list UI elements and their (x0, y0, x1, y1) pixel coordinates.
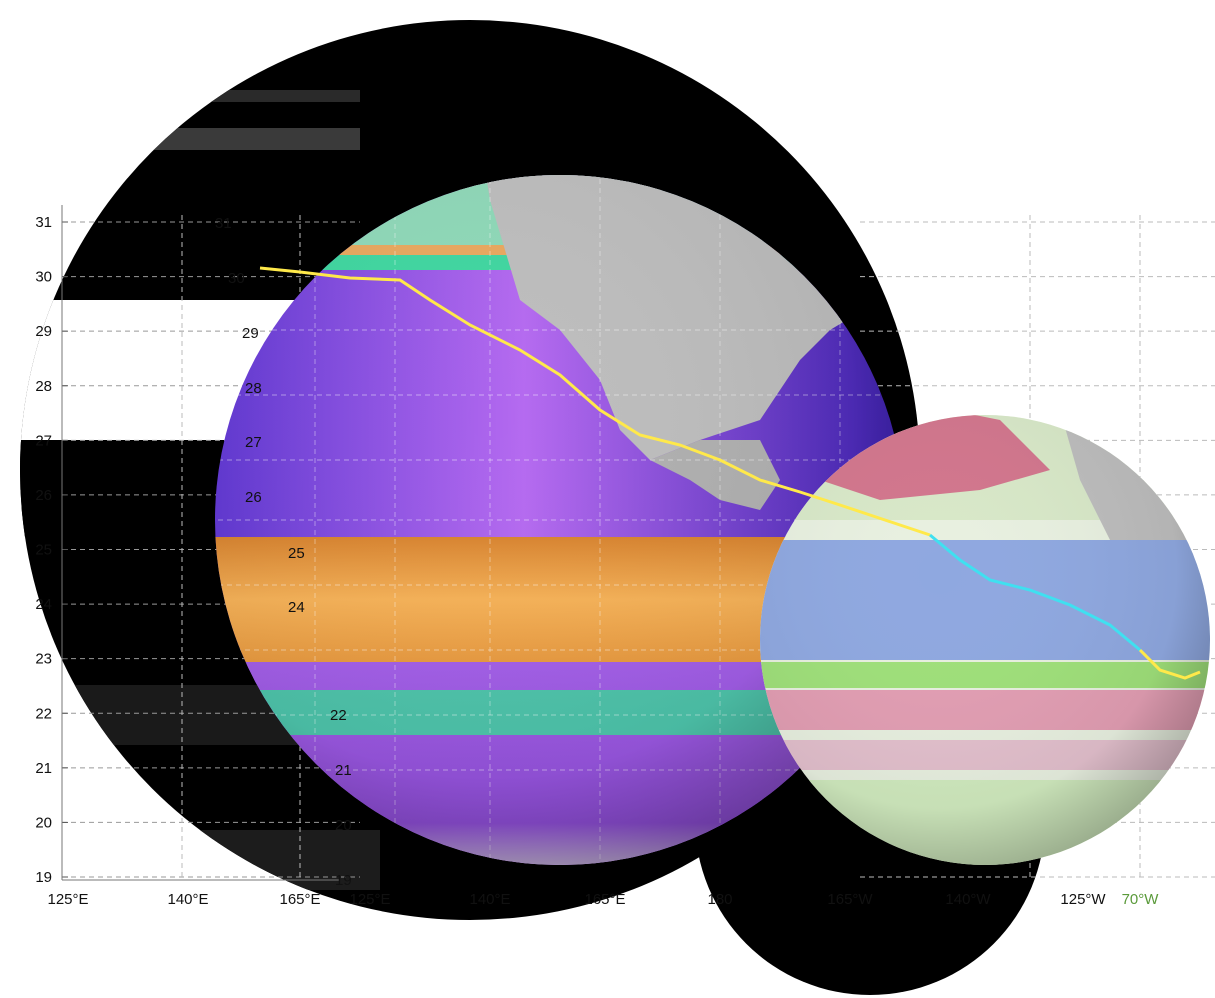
y-tick-label: 21 (35, 760, 52, 777)
yellow-track-tail (1138, 648, 1201, 680)
inner-y-tick-label: 25 (288, 545, 305, 562)
inner-y-tick-label: 30 (228, 270, 245, 287)
x-tick-label: 125°E (349, 891, 390, 908)
y-tick-label: 29 (35, 323, 52, 340)
x-tick-label: 125°W (1060, 891, 1106, 908)
y-tick-label: 20 (35, 814, 52, 831)
x-tick-label: 165°E (279, 891, 320, 908)
x-tick-label: 70°W (1122, 891, 1160, 908)
y-tick-label: 28 (35, 378, 52, 395)
left-y-axis: 19 20 21 22 23 24 25 26 27 28 29 30 31 (35, 214, 68, 886)
small-globe (760, 415, 1210, 865)
x-tick-label: 180 (707, 891, 732, 908)
inner-y-tick-label: 22 (330, 707, 347, 724)
x-tick-label: 140°W (945, 891, 991, 908)
y-tick-label: 26 (35, 487, 52, 504)
inner-y-tick-label: 27 (245, 434, 262, 451)
y-tick-label: 24 (35, 596, 52, 613)
inner-y-tick-label: 26 (245, 489, 262, 506)
x-tick-label: 140°E (167, 891, 208, 908)
inner-y-tick-label: 31 (215, 215, 232, 232)
cyan-track-line (929, 533, 1141, 652)
x-tick-label: 125°E (47, 891, 88, 908)
yellow-track-line (259, 266, 931, 537)
left-grid (62, 215, 360, 880)
inner-y-tick-label: 20 (335, 817, 352, 834)
y-tick-label: 30 (35, 269, 52, 286)
right-grid (860, 215, 1215, 880)
y-tick-label: 19 (35, 869, 52, 886)
x-tick-label: 165°W (827, 891, 873, 908)
inner-y-tick-label: 19 (335, 872, 352, 889)
x-tick-label: 140°E (469, 891, 510, 908)
x-tick-label: 165°E (584, 891, 625, 908)
inner-y-tick-label: 21 (335, 762, 352, 779)
y-tick-label: 23 (35, 651, 52, 668)
inner-y-axis: 31 30 29 28 27 26 25 24 22 21 20 19 (215, 215, 352, 889)
y-tick-label: 31 (35, 214, 52, 231)
left-chart-panel: 19 20 21 22 23 24 25 26 27 28 29 30 31 (35, 205, 360, 886)
inner-y-tick-label: 29 (242, 325, 259, 342)
y-tick-label: 22 (35, 705, 52, 722)
y-tick-label: 27 (35, 432, 52, 449)
x-axis-labels: 125°E 140°E 165°E 125°E 140°E 165°E 180 165°W 14… (47, 891, 1159, 908)
inner-y-tick-label: 24 (288, 599, 305, 616)
y-tick-label: 25 (35, 542, 52, 559)
inner-y-tick-label: 28 (245, 380, 262, 397)
